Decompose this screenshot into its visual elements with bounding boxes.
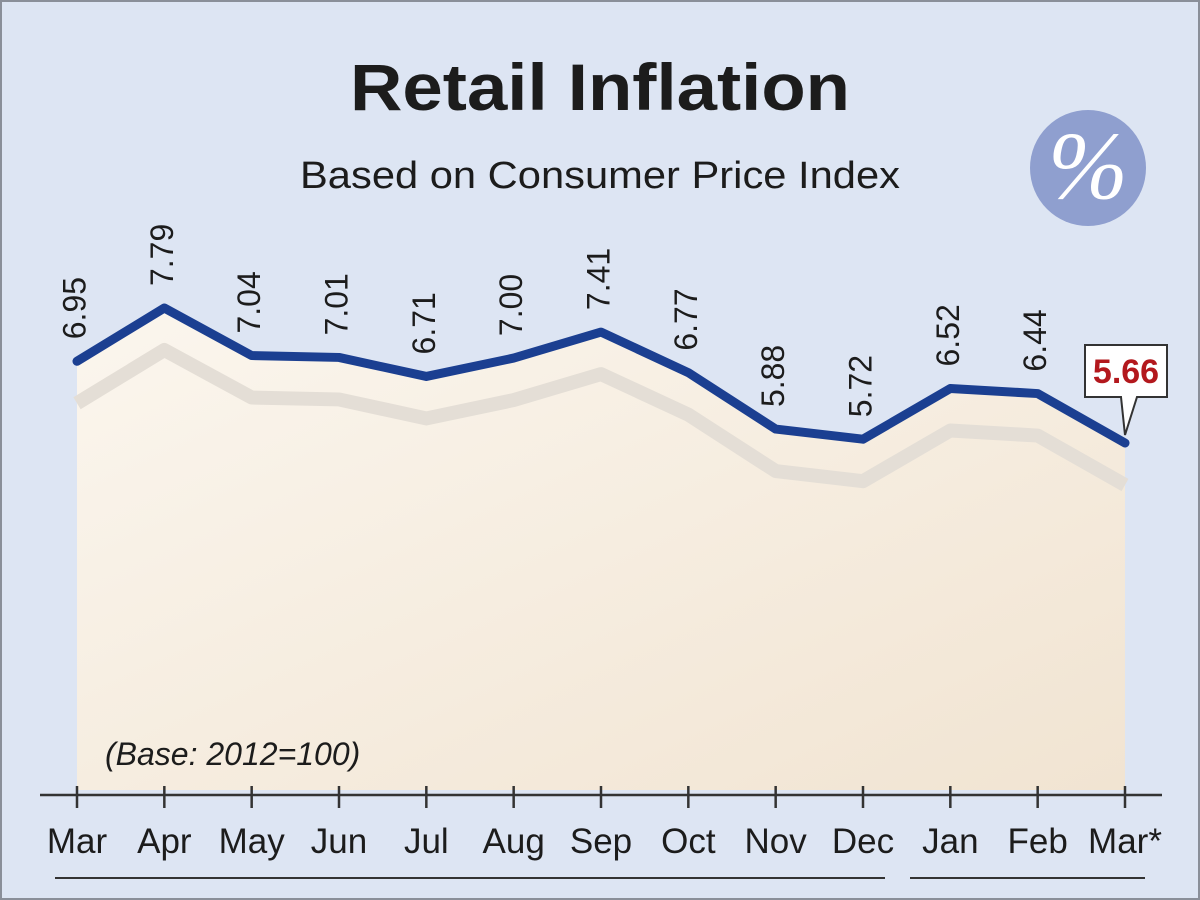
chart-title: Retail Inflation (350, 50, 850, 124)
icon-circle (1030, 110, 1146, 226)
data-point (160, 304, 169, 312)
data-label: 5.88 (755, 345, 791, 407)
data-label: 5.66 (1093, 353, 1159, 391)
data-label: 7.01 (318, 273, 354, 335)
chart-subtitle: Based on Consumer Price Index (300, 155, 900, 197)
data-point (771, 425, 780, 434)
x-tick-label: Feb (1008, 822, 1068, 861)
data-label: 6.52 (930, 304, 966, 366)
x-tick-label: Apr (137, 822, 192, 861)
data-point (335, 353, 343, 362)
x-tick-label: Mar (47, 822, 108, 861)
data-point (859, 435, 867, 444)
x-tick-label: Jan (922, 822, 978, 861)
callout-box (1084, 344, 1168, 436)
base-note: (Base: 2012=100) (105, 736, 360, 772)
data-point (684, 368, 693, 377)
data-label: 7.41 (580, 248, 616, 310)
x-tick-label: May (219, 822, 286, 861)
x-tick-label: Dec (832, 822, 894, 861)
data-point (1033, 389, 1042, 398)
data-point (247, 351, 256, 360)
data-label: 7.79 (144, 224, 180, 286)
x-tick-label: Aug (483, 822, 545, 861)
data-label: 6.44 (1017, 309, 1053, 371)
x-tick-label: Sep (570, 822, 632, 861)
data-label: 7.00 (493, 274, 529, 336)
data-point (597, 328, 605, 337)
data-point (509, 354, 518, 363)
data-label: 5.72 (842, 355, 878, 417)
plot-area (73, 308, 1129, 790)
data-point (946, 384, 955, 393)
icon-symbol: % (1048, 112, 1128, 219)
data-label: 7.04 (231, 271, 267, 333)
x-tick-label: Jun (311, 822, 367, 861)
data-label: 6.77 (668, 288, 704, 350)
shadow-line (73, 343, 1129, 492)
data-point (73, 357, 81, 366)
x-tick-label: Oct (661, 822, 716, 861)
x-tick-label: Jul (404, 822, 449, 861)
data-point (1121, 439, 1129, 447)
area-background (77, 308, 1125, 790)
data-label: 6.71 (406, 292, 442, 354)
data-point (422, 372, 431, 381)
data-label: 6.95 (56, 277, 92, 339)
x-tick-label: Nov (745, 822, 808, 861)
x-tick-label: Mar* (1088, 822, 1162, 861)
